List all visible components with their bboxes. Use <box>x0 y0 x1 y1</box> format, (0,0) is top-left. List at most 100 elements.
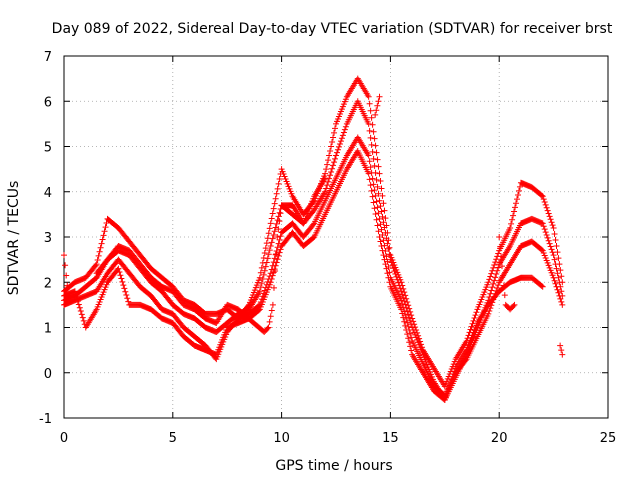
data-point <box>394 276 401 283</box>
data-point <box>507 224 514 231</box>
data-point <box>99 236 106 243</box>
data-point <box>377 238 384 245</box>
data-point <box>408 334 415 341</box>
data-point <box>544 234 551 241</box>
data-point <box>446 382 453 389</box>
data-point <box>269 235 276 242</box>
data-point <box>269 272 276 279</box>
data-point <box>276 218 283 225</box>
data-point <box>327 148 334 155</box>
data-point <box>375 210 382 217</box>
data-point <box>385 274 392 281</box>
data-point <box>498 263 505 270</box>
data-point <box>377 221 384 228</box>
data-point <box>376 93 383 100</box>
data-point <box>554 286 561 293</box>
data-point <box>403 326 410 333</box>
data-point <box>271 255 278 262</box>
data-point <box>117 272 124 279</box>
data-point <box>266 318 273 325</box>
data-point <box>369 175 376 182</box>
data-point <box>549 249 556 256</box>
data-point <box>331 129 338 136</box>
data-point <box>546 240 553 247</box>
data-point <box>324 161 331 168</box>
data-point <box>395 279 402 286</box>
data-point <box>272 195 279 202</box>
data-point <box>513 200 520 207</box>
data-point <box>365 93 372 100</box>
x-axis-label: GPS time / hours <box>275 458 392 474</box>
data-point <box>509 216 516 223</box>
data-point <box>402 322 409 329</box>
data-point <box>323 166 330 173</box>
data-point <box>258 264 265 271</box>
data-point <box>72 291 79 298</box>
data-point <box>547 216 554 223</box>
data-point <box>557 342 564 349</box>
data-point <box>543 231 550 238</box>
data-point <box>548 219 555 226</box>
data-point <box>333 152 339 159</box>
data-point <box>268 215 275 222</box>
data-point <box>386 244 393 251</box>
data-point <box>495 250 502 257</box>
data-point <box>310 221 317 228</box>
data-point <box>449 373 456 380</box>
data-point <box>115 265 122 272</box>
data-point <box>490 280 497 287</box>
data-point <box>365 152 372 159</box>
data-point <box>399 301 406 308</box>
data-point <box>451 368 458 375</box>
data-point <box>557 267 564 274</box>
data-point <box>408 347 415 354</box>
data-point <box>75 301 82 308</box>
y-axis-label: SDTVAR / TECUs <box>6 181 22 296</box>
data-point <box>332 155 339 162</box>
data-point <box>268 275 275 282</box>
data-point <box>558 298 565 305</box>
data-point <box>468 323 475 330</box>
data-point <box>79 314 86 321</box>
data-point <box>267 220 274 227</box>
data-point <box>540 223 547 230</box>
data-point <box>380 252 387 259</box>
data-point <box>370 181 377 188</box>
data-point <box>549 222 556 229</box>
data-point <box>275 213 282 220</box>
data-point <box>501 292 508 299</box>
data-point <box>374 156 381 163</box>
data-point <box>554 270 561 277</box>
data-point <box>98 240 105 247</box>
data-point <box>550 252 557 259</box>
data-point <box>276 249 283 256</box>
data-point <box>97 244 104 251</box>
data-point <box>329 138 336 145</box>
data-point <box>389 262 396 269</box>
data-point <box>541 199 548 206</box>
data-point <box>328 169 335 176</box>
data-point <box>266 225 273 232</box>
data-point <box>338 135 345 142</box>
data-point <box>552 261 559 268</box>
data-point <box>256 288 263 295</box>
data-point <box>339 132 346 139</box>
data-point <box>544 207 551 214</box>
data-point <box>373 198 380 205</box>
data-point <box>371 187 378 194</box>
data-point <box>381 207 388 214</box>
y-tick-label: 5 <box>44 141 52 156</box>
data-point <box>373 216 380 223</box>
data-point <box>256 274 263 281</box>
data-point <box>73 294 80 301</box>
data-point <box>369 148 376 155</box>
data-point <box>262 263 269 270</box>
data-point <box>331 159 338 166</box>
data-point <box>258 280 265 287</box>
data-point <box>390 265 397 272</box>
data-point <box>553 265 560 272</box>
data-point <box>102 224 109 231</box>
data-point <box>333 149 340 156</box>
data-point <box>74 298 81 305</box>
data-point <box>473 309 480 316</box>
